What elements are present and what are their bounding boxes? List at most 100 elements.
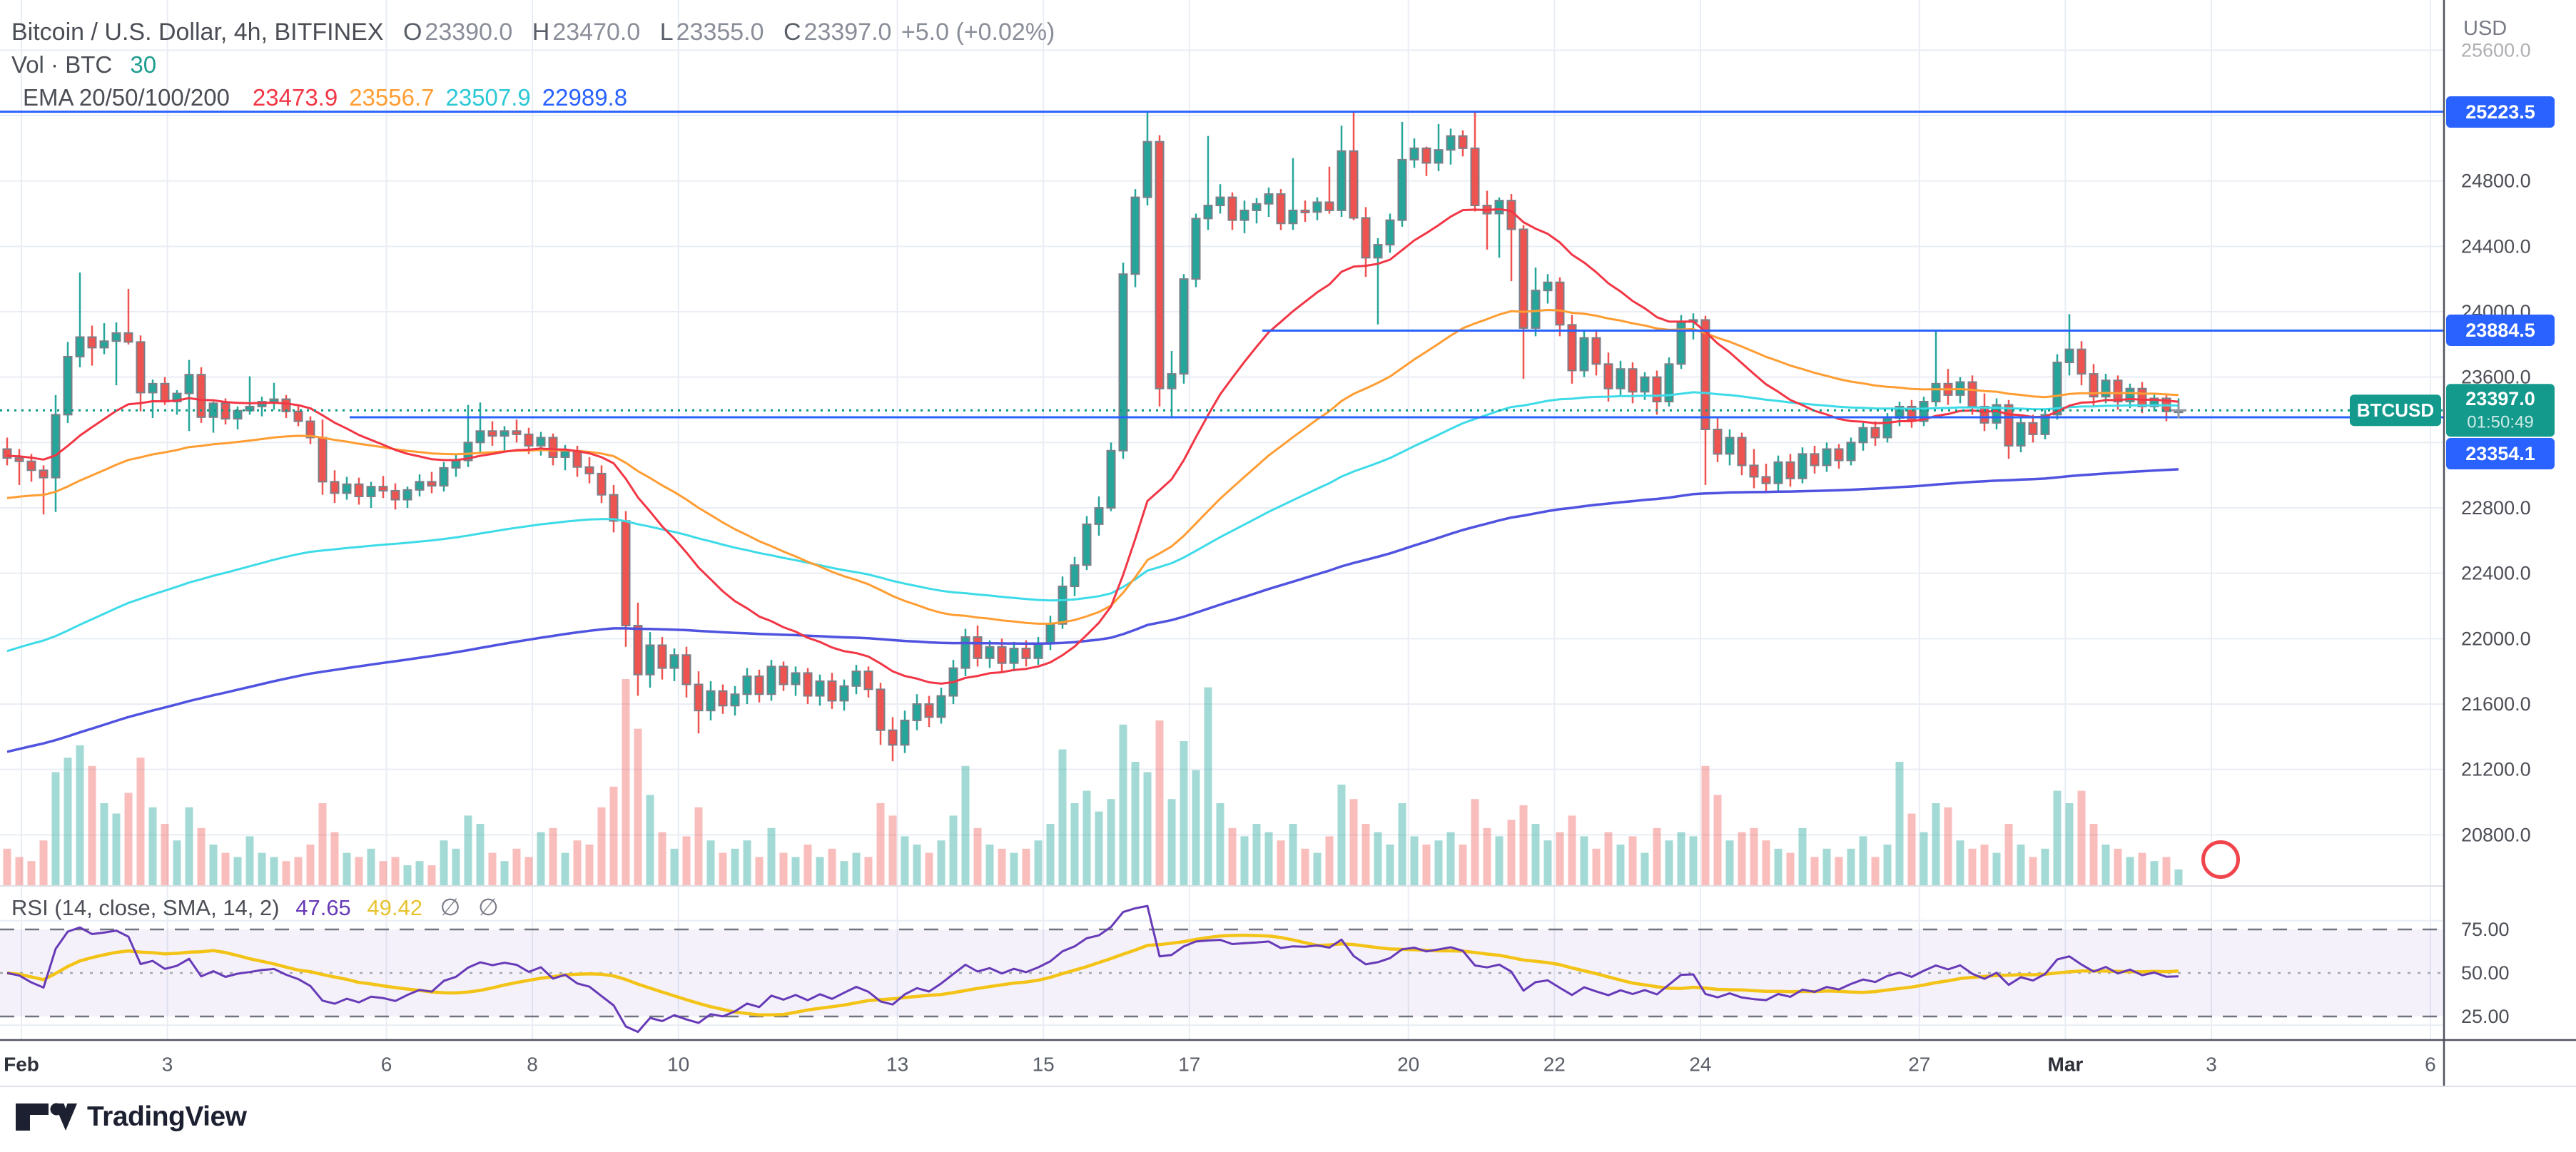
candle-body <box>1797 453 1807 479</box>
volume-indicator-header[interactable]: Vol · BTC 30 <box>11 51 156 78</box>
candle-body <box>1397 158 1407 221</box>
candle-body <box>366 486 376 497</box>
candle-body <box>1700 319 1710 431</box>
volume-bar <box>185 807 193 886</box>
volume-bar <box>1180 741 1188 886</box>
volume-bar <box>549 827 557 886</box>
rsi-indicator-header[interactable]: RSI (14, close, SMA, 14, 2) 47.65 49.42 … <box>11 893 499 921</box>
candle-body <box>1603 363 1613 389</box>
rsi-empty-set-icon: ∅ <box>440 894 461 920</box>
time-tick-label: 24 <box>1689 1054 1711 1076</box>
candle-body <box>2 448 12 459</box>
volume-bar <box>197 827 206 886</box>
candle-body <box>815 680 825 697</box>
candle-body <box>148 382 158 394</box>
candle-body <box>487 430 497 437</box>
volume-bar <box>1944 807 1952 886</box>
candle-body <box>1215 196 1225 207</box>
candle-body <box>924 703 934 718</box>
rsi-band <box>0 929 2444 1016</box>
ema-20-line[interactable] <box>6 208 2179 685</box>
volume-bar <box>1095 811 1103 886</box>
volume-bar <box>1810 857 1819 886</box>
volume-bar <box>816 857 824 886</box>
volume-bar <box>258 852 266 886</box>
candle-body <box>1591 337 1601 365</box>
volume-bar <box>1337 784 1346 886</box>
candle-body <box>754 676 764 695</box>
candle-body <box>1361 217 1371 259</box>
volume-bar <box>1774 848 1783 886</box>
candle-body <box>2137 387 2147 407</box>
time-tick-label: 13 <box>886 1054 908 1076</box>
tradingview-logo-icon <box>16 1103 77 1131</box>
ema-50-line[interactable] <box>6 308 2179 625</box>
candle-body <box>87 336 97 349</box>
volume-bar <box>779 852 788 886</box>
candle-body <box>973 636 983 659</box>
volume-bar <box>1920 832 1928 886</box>
ema-200-line[interactable] <box>6 468 2179 753</box>
tradingview-logo-text: TradingView <box>87 1101 247 1132</box>
time-tick-label: 10 <box>667 1054 689 1076</box>
volume-bar <box>355 857 363 886</box>
candle-body <box>1021 648 1031 659</box>
volume-bar <box>1495 836 1503 886</box>
volume-bar <box>864 857 873 886</box>
volume-bar <box>1786 852 1795 886</box>
volume-bar <box>1822 848 1831 886</box>
rsi-line[interactable] <box>6 904 2179 1034</box>
volume-bar <box>452 848 460 886</box>
volume-bar <box>1798 827 1807 886</box>
volume-bar <box>1459 845 1467 886</box>
volume-bar <box>3 848 11 886</box>
candle-body <box>1931 382 1941 403</box>
volume-bar <box>1277 840 1285 886</box>
ema-100-line[interactable] <box>6 391 2179 653</box>
volume-bar <box>1580 836 1588 886</box>
volume-bar <box>731 848 739 886</box>
candle-body <box>1810 453 1820 467</box>
price-tick-label: 22400.0 <box>2461 563 2531 584</box>
candle-body <box>1543 281 1553 292</box>
volume-bar <box>658 832 666 886</box>
tradingview-logo[interactable]: TradingView <box>14 1099 247 1136</box>
volume-bar <box>1531 824 1540 886</box>
candle-body <box>1167 373 1177 389</box>
volume-bar <box>88 765 96 886</box>
symbol-header[interactable]: Bitcoin / U.S. Dollar, 4h, BITFINEX O 233… <box>11 19 1055 46</box>
price-axis-currency-label[interactable]: USD <box>2463 17 2507 40</box>
volume-bar <box>415 861 424 886</box>
rsi-tick-label: 25.00 <box>2461 1006 2510 1027</box>
candle-body <box>1979 405 1989 424</box>
candle-body <box>26 460 36 471</box>
price-tick-label: 24400.0 <box>2461 235 2531 257</box>
candle-body <box>390 489 400 501</box>
candle-body <box>730 693 740 707</box>
volume-bar <box>1131 762 1140 886</box>
candle-body <box>1555 281 1565 326</box>
candle-body <box>342 483 352 494</box>
candle-body <box>1434 149 1444 164</box>
ema-indicator-header[interactable]: EMA 20/50/100/200 23473.9 23556.7 23507.9 22… <box>11 84 627 111</box>
volume-bar <box>2065 803 2074 886</box>
price-tick-label: 25600.0 <box>2461 39 2531 61</box>
volume-bar <box>318 803 327 886</box>
volume-bar <box>1374 832 1382 886</box>
candle-body <box>1312 201 1322 213</box>
symbol-title[interactable]: Bitcoin / U.S. Dollar, 4h, BITFINEX <box>11 19 384 46</box>
time-tick-label: 3 <box>2206 1054 2217 1076</box>
price-axis-background[interactable] <box>2445 0 2576 1086</box>
candle-body <box>1142 141 1152 198</box>
volume-bar <box>343 852 351 886</box>
price-line-badge <box>2446 96 2555 128</box>
candle-body <box>123 332 133 343</box>
ema-value-0: 23473.9 <box>252 84 338 111</box>
bar-countdown: 01:50:49 <box>2467 413 2533 432</box>
volume-bar <box>1738 832 1746 886</box>
volume-bar <box>1325 836 1334 886</box>
volume-bar <box>1398 803 1406 886</box>
us-flag-event-icon[interactable] <box>2201 840 2240 879</box>
volume-bar <box>2004 824 2013 886</box>
